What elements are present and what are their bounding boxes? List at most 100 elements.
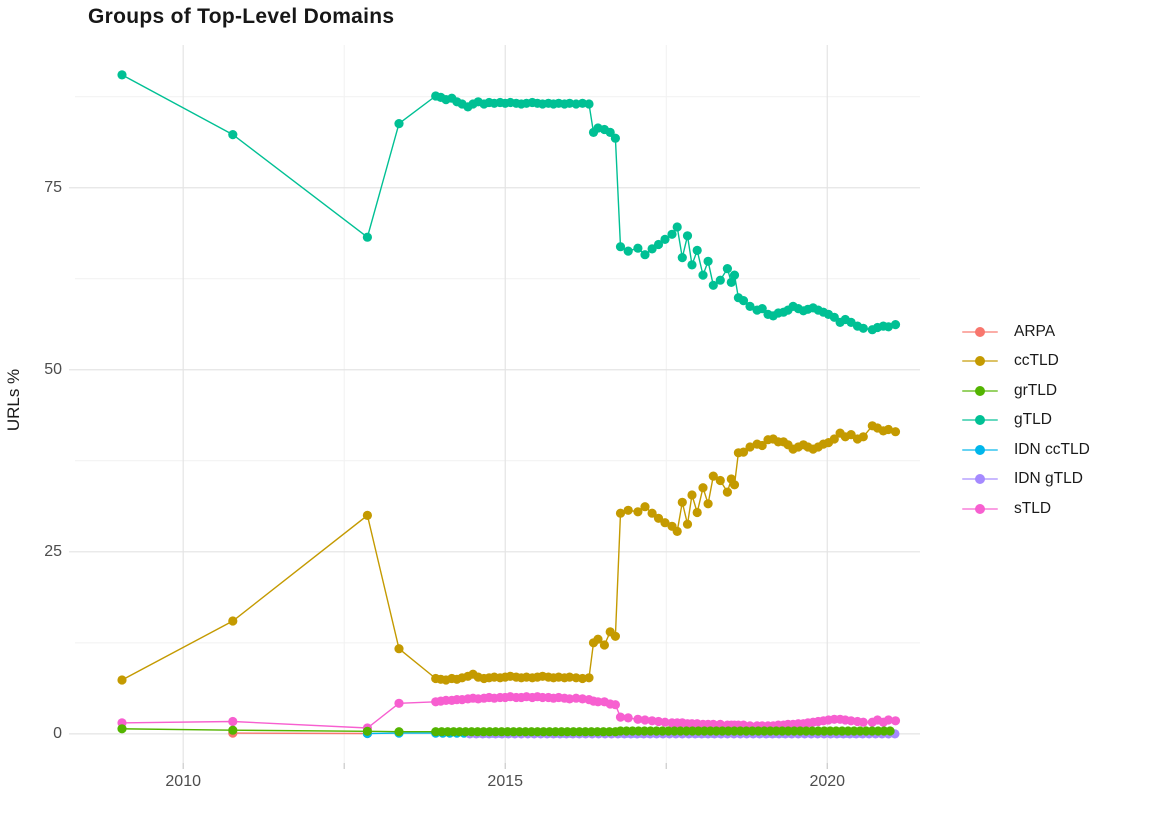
legend-dot-icon xyxy=(975,385,985,396)
legend-item-grtld: grTLD xyxy=(962,376,1090,406)
series-gtld xyxy=(117,70,901,335)
data-point xyxy=(615,242,626,252)
data-point xyxy=(584,99,594,109)
data-point xyxy=(672,222,682,232)
legend-key-icon xyxy=(962,503,998,515)
data-point xyxy=(647,508,657,518)
legend-key-icon xyxy=(962,326,998,338)
data-point xyxy=(117,724,127,734)
data-point xyxy=(633,243,643,253)
data-point xyxy=(615,712,626,722)
data-point xyxy=(883,715,894,725)
data-point xyxy=(738,447,749,457)
legend-dot-icon xyxy=(975,474,985,485)
legend: ARPA ccTLD grTLD gTLD IDN ccTLD IDN gTLD sTLD xyxy=(962,317,1090,524)
series-line-gtld xyxy=(121,74,896,331)
data-point xyxy=(394,727,404,737)
data-point xyxy=(615,508,626,518)
legend-item-stld: sTLD xyxy=(962,494,1090,524)
y-tick-label-0: 0 xyxy=(53,724,62,742)
data-point xyxy=(745,301,755,311)
data-point xyxy=(715,475,725,486)
legend-item-cctld: ccTLD xyxy=(962,347,1090,377)
data-point xyxy=(757,440,767,451)
data-point xyxy=(883,424,894,435)
legend-label: IDN gTLD xyxy=(1014,470,1083,488)
data-point xyxy=(623,246,633,256)
data-point xyxy=(726,277,736,287)
data-point xyxy=(846,430,856,440)
data-point xyxy=(682,231,693,241)
data-point xyxy=(610,133,621,143)
legend-label: sTLD xyxy=(1014,499,1052,517)
data-point xyxy=(708,280,718,290)
legend-key-icon xyxy=(962,444,998,456)
x-tick-label-2010: 2010 xyxy=(165,773,201,790)
data-point xyxy=(228,725,238,735)
data-point xyxy=(117,70,127,80)
legend-key-icon xyxy=(962,414,998,426)
data-point xyxy=(228,716,238,727)
data-point xyxy=(890,427,901,437)
data-point xyxy=(593,634,603,644)
data-point xyxy=(745,442,755,452)
data-point xyxy=(738,296,749,306)
data-point xyxy=(729,270,740,280)
series-cctld xyxy=(117,421,901,685)
data-point xyxy=(829,434,839,444)
legend-dot-icon xyxy=(975,326,985,337)
chart-title: Groups of Top-Level Domains xyxy=(88,5,395,28)
data-point xyxy=(640,715,650,725)
data-point xyxy=(672,526,682,536)
data-point xyxy=(660,717,670,727)
data-point xyxy=(890,716,901,726)
legend-label: grTLD xyxy=(1014,381,1058,399)
data-point xyxy=(858,717,868,727)
data-point xyxy=(677,497,687,507)
legend-item-gtld: gTLD xyxy=(962,406,1090,436)
data-point xyxy=(394,644,404,654)
data-point xyxy=(653,239,664,250)
data-point xyxy=(722,487,733,497)
data-point xyxy=(682,519,693,529)
data-point xyxy=(722,264,733,274)
data-point xyxy=(640,502,650,512)
data-point xyxy=(633,714,643,724)
data-point xyxy=(883,322,894,332)
legend-dot-icon xyxy=(975,415,985,426)
data-point xyxy=(647,244,657,254)
series-line-cctld xyxy=(121,424,896,681)
legend-key-icon xyxy=(962,473,998,485)
legend-key-icon xyxy=(962,355,998,367)
data-point xyxy=(640,250,650,260)
data-point xyxy=(687,260,697,270)
y-tick-label-75: 75 xyxy=(44,178,62,196)
data-point xyxy=(623,505,633,515)
data-point xyxy=(593,697,603,707)
data-point xyxy=(687,490,697,500)
legend-item-idn-gtld: IDN gTLD xyxy=(962,465,1090,495)
data-point xyxy=(394,119,404,129)
legend-item-idn-cctld: IDN ccTLD xyxy=(962,435,1090,465)
data-point xyxy=(228,130,238,140)
legend-dot-icon xyxy=(975,503,985,514)
data-point xyxy=(708,471,718,481)
data-point xyxy=(610,631,621,641)
legend-label: ARPA xyxy=(1014,322,1056,340)
data-point xyxy=(698,483,708,493)
data-point xyxy=(885,726,895,736)
data-point xyxy=(757,304,767,314)
legend-item-arpa: ARPA xyxy=(962,317,1090,347)
data-point xyxy=(692,245,702,255)
data-point xyxy=(703,256,713,266)
data-point xyxy=(599,640,610,650)
legend-dot-icon xyxy=(975,444,985,455)
data-point xyxy=(394,698,404,708)
data-point xyxy=(858,323,868,333)
data-point xyxy=(362,232,372,242)
data-point xyxy=(228,616,238,626)
data-point xyxy=(890,320,901,330)
data-point xyxy=(660,518,670,528)
data-point xyxy=(633,507,643,517)
data-point xyxy=(692,507,702,518)
